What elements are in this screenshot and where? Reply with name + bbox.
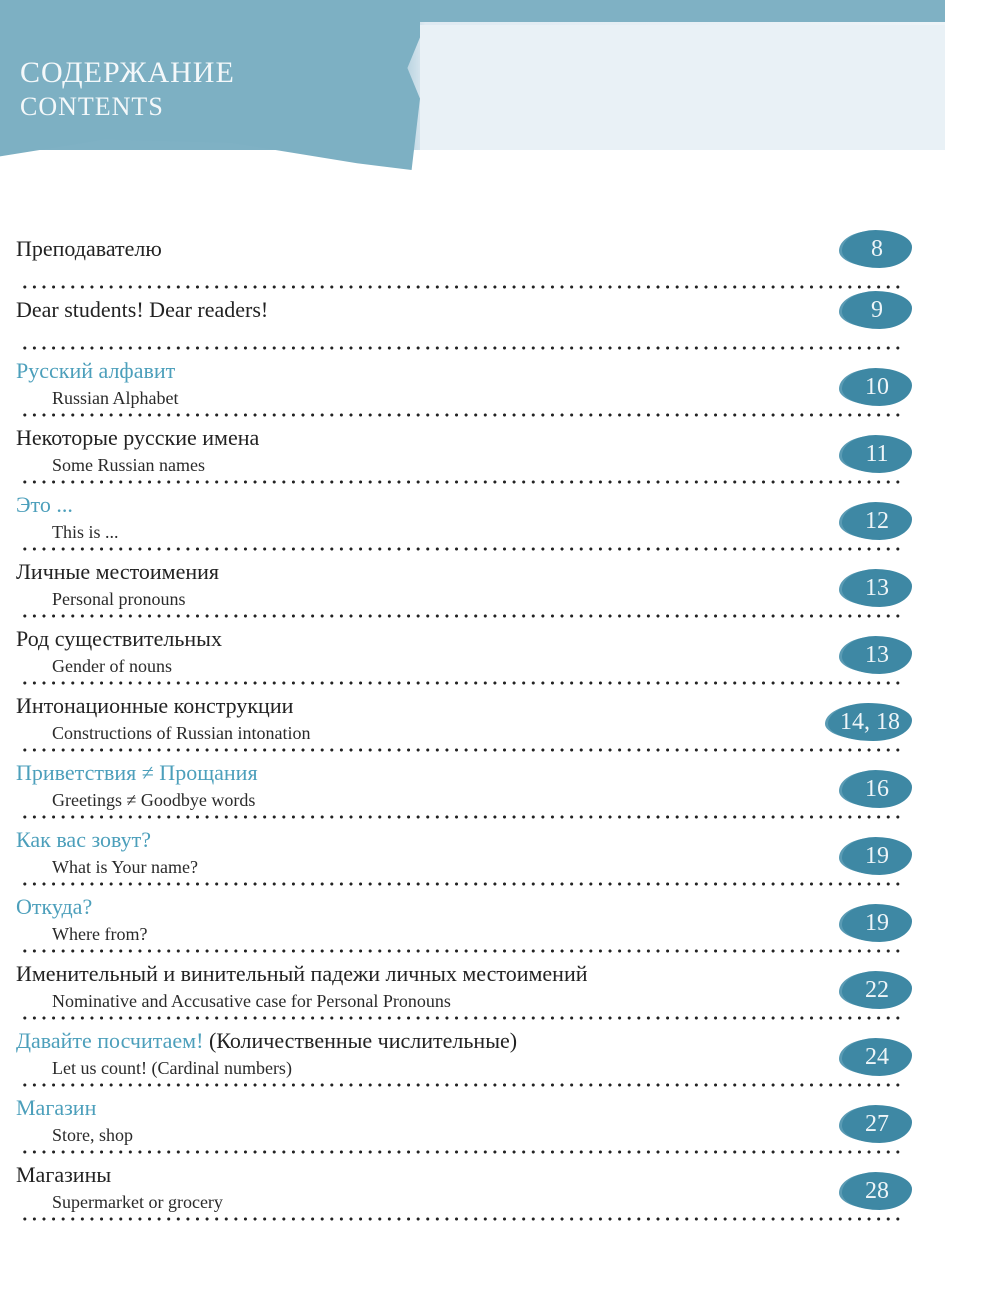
dotted-leader — [20, 614, 900, 618]
dotted-leader — [20, 1150, 900, 1154]
brush-wash — [420, 25, 945, 150]
page-number-badge[interactable]: 12 — [842, 502, 912, 540]
brush-stroke-title — [0, 0, 420, 170]
entry-subtitle: Some Russian names — [52, 455, 205, 475]
entry-title: Магазин — [16, 1095, 96, 1121]
entry-title-text: Личные местоимения — [16, 559, 220, 584]
dotted-leader — [20, 480, 900, 484]
dotted-leader — [20, 882, 900, 886]
entry-subtitle: Store, shop — [52, 1125, 133, 1145]
dotted-leader — [20, 748, 900, 752]
dotted-leader — [20, 949, 900, 953]
header-band — [0, 0, 945, 170]
toc-entry[interactable]: Именительный и винительный падежи личных… — [0, 955, 940, 1022]
entry-subtitle: Let us count! (Cardinal numbers) — [52, 1058, 292, 1078]
page-number-badge[interactable]: 8 — [842, 230, 912, 268]
entry-title: Давайте посчитаем! (Количественные числи… — [16, 1028, 517, 1054]
page-number-badge[interactable]: 19 — [842, 904, 912, 942]
dotted-leader — [20, 815, 900, 819]
page-number-badge[interactable]: 22 — [842, 971, 912, 1009]
entry-subtitle: What is Your name? — [52, 857, 198, 877]
entry-title-highlight: Магазин — [16, 1095, 97, 1120]
entry-title: Некоторые русские имена — [16, 425, 259, 451]
entry-title: Преподавателю — [16, 236, 162, 262]
page-number-badge[interactable]: 27 — [842, 1105, 912, 1143]
toc-entry[interactable]: Dear students! Dear readers! 9 — [0, 291, 940, 352]
entry-subtitle: Greetings ≠ Goodbye words — [52, 790, 256, 810]
toc-entry[interactable]: Давайте посчитаем! (Количественные числи… — [0, 1022, 940, 1089]
page-title-en: CONTENTS — [20, 92, 164, 121]
entry-subtitle: Personal pronouns — [52, 589, 186, 609]
page-number-badge[interactable]: 14, 18 — [828, 703, 912, 741]
entry-title-text: Интонационные конструкции — [16, 693, 294, 718]
brush-stroke-top — [360, 0, 945, 22]
table-of-contents: Преподавателю 8 Dear students! Dear reader… — [0, 230, 940, 1223]
toc-entry[interactable]: Приветствия ≠ Прощания Greetings ≠ Goodby… — [0, 754, 940, 821]
dotted-leader — [20, 681, 900, 685]
toc-entry[interactable]: Откуда? Where from? 19 — [0, 888, 940, 955]
entry-title-text: Именительный и винительный падежи личных… — [16, 961, 588, 986]
page-number-badge[interactable]: 11 — [842, 435, 912, 473]
entry-title-text: Некоторые русские имена — [16, 425, 260, 450]
entry-title: Dear students! Dear readers! — [16, 297, 268, 323]
entry-title-highlight: Как вас зовут? — [16, 827, 152, 852]
toc-entry[interactable]: Некоторые русские имена Some Russian name… — [0, 419, 940, 486]
page-number-badge[interactable]: 13 — [842, 569, 912, 607]
page-number-badge[interactable]: 16 — [842, 770, 912, 808]
toc-entry[interactable]: Это ... This is ... 12 — [0, 486, 940, 553]
entry-title-text: Род существительных — [16, 626, 222, 651]
entry-title-text: (Количественные числительные) — [203, 1028, 518, 1053]
entry-subtitle: Russian Alphabet — [52, 388, 179, 408]
page-number-badge[interactable]: 28 — [842, 1172, 912, 1210]
entry-title: Интонационные конструкции — [16, 693, 293, 719]
toc-entry[interactable]: Магазины Supermarket or grocery 28 — [0, 1156, 940, 1223]
entry-subtitle: Constructions of Russian intonation — [52, 723, 311, 743]
entry-title-highlight: Приветствия ≠ Прощания — [16, 760, 258, 785]
entry-subtitle: This is ... — [52, 522, 119, 542]
dotted-leader — [20, 1217, 900, 1221]
page-number-badge[interactable]: 24 — [842, 1038, 912, 1076]
toc-entry[interactable]: Русский алфавит Russian Alphabet 10 — [0, 352, 940, 419]
entry-title-highlight: Это ... — [16, 492, 73, 517]
entry-title: Как вас зовут? — [16, 827, 151, 853]
entry-title: Магазины — [16, 1162, 111, 1188]
page-title-ru: СОДЕРЖАНИЕ — [20, 56, 235, 89]
entry-title-text: Преподавателю — [16, 236, 162, 261]
dotted-leader — [20, 1016, 900, 1020]
page-number-badge[interactable]: 9 — [842, 291, 912, 329]
entry-title: Это ... — [16, 492, 73, 518]
dotted-leader — [20, 413, 900, 417]
dotted-leader — [20, 547, 900, 551]
entry-title: Приветствия ≠ Прощания — [16, 760, 258, 786]
dotted-leader — [20, 346, 900, 350]
entry-title: Род существительных — [16, 626, 222, 652]
entry-title-text: Магазины — [16, 1162, 112, 1187]
toc-entry[interactable]: Род существительных Gender of nouns 13 — [0, 620, 940, 687]
entry-title-highlight: Давайте посчитаем! — [16, 1028, 204, 1053]
entry-title-highlight: Русский алфавит — [16, 358, 176, 383]
entry-title: Откуда? — [16, 894, 92, 920]
page-number-badge[interactable]: 10 — [842, 368, 912, 406]
entry-title: Именительный и винительный падежи личных… — [16, 961, 587, 987]
entry-title-text: Dear students! Dear readers! — [16, 297, 269, 322]
entry-subtitle: Where from? — [52, 924, 148, 944]
dotted-leader — [20, 1083, 900, 1087]
entry-subtitle: Supermarket or grocery — [52, 1192, 223, 1212]
entry-title: Личные местоимения — [16, 559, 219, 585]
entry-subtitle: Gender of nouns — [52, 656, 172, 676]
dotted-leader — [20, 285, 900, 289]
toc-entry[interactable]: Личные местоимения Personal pronouns 13 — [0, 553, 940, 620]
toc-entry[interactable]: Магазин Store, shop 27 — [0, 1089, 940, 1156]
toc-entry[interactable]: Как вас зовут? What is Your name? 19 — [0, 821, 940, 888]
page-number-badge[interactable]: 19 — [842, 837, 912, 875]
toc-entry[interactable]: Преподавателю 8 — [0, 230, 940, 291]
page-number-badge[interactable]: 13 — [842, 636, 912, 674]
entry-title: Русский алфавит — [16, 358, 175, 384]
page-title: СОДЕРЖАНИЕ CONTENTS — [20, 55, 235, 123]
toc-entry[interactable]: Интонационные конструкции Constructions o… — [0, 687, 940, 754]
entry-title-highlight: Откуда? — [16, 894, 93, 919]
entry-subtitle: Nominative and Accusative case for Perso… — [52, 991, 451, 1011]
